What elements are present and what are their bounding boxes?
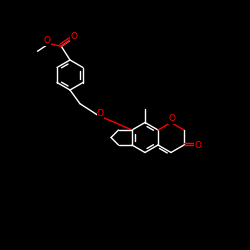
Text: O: O: [169, 114, 176, 123]
Text: O: O: [44, 36, 51, 45]
Text: O: O: [195, 140, 202, 149]
Text: O: O: [97, 109, 104, 118]
Text: O: O: [70, 32, 77, 41]
